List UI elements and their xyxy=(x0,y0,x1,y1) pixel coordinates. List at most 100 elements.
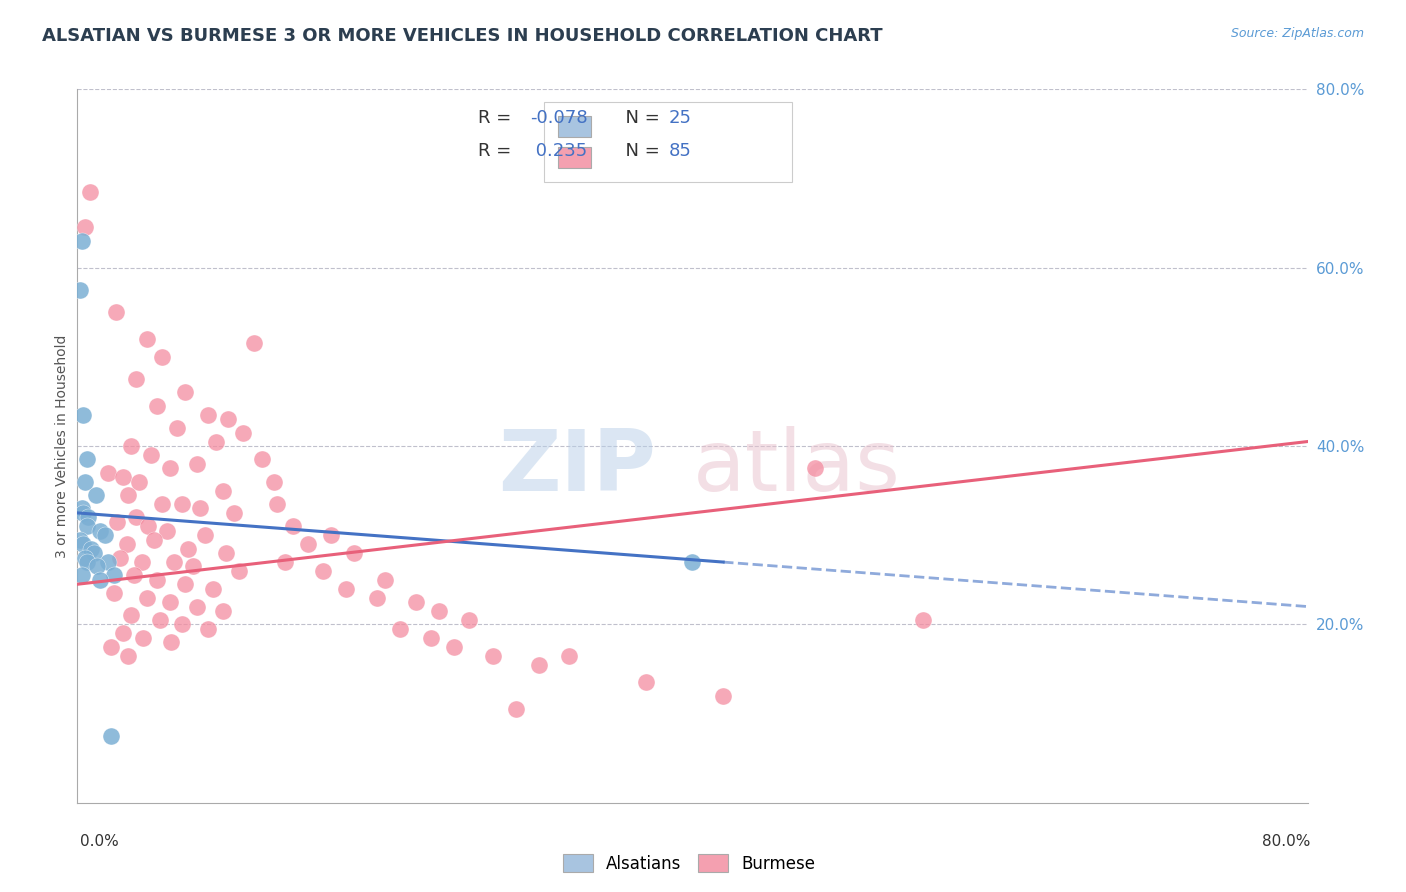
Point xyxy=(212,483,235,498)
Point xyxy=(505,702,527,716)
Point xyxy=(73,475,96,489)
Text: ALSATIAN VS BURMESE 3 OR MORE VEHICLES IN HOUSEHOLD CORRELATION CHART: ALSATIAN VS BURMESE 3 OR MORE VEHICLES I… xyxy=(42,27,883,45)
Point xyxy=(405,595,427,609)
Point xyxy=(155,524,177,538)
Point xyxy=(374,573,396,587)
Point xyxy=(125,510,148,524)
Legend:                               ,                               : , xyxy=(544,102,792,182)
Point xyxy=(72,506,94,520)
Point xyxy=(366,591,388,605)
Point xyxy=(159,595,181,609)
Point xyxy=(217,412,239,426)
Text: R =: R = xyxy=(478,109,517,127)
Point xyxy=(160,635,183,649)
Point xyxy=(527,657,550,672)
Point xyxy=(150,497,173,511)
Point xyxy=(297,537,319,551)
Point xyxy=(343,546,366,560)
Point xyxy=(122,568,145,582)
Point xyxy=(197,622,219,636)
Point xyxy=(89,524,111,538)
Text: Source: ZipAtlas.com: Source: ZipAtlas.com xyxy=(1230,27,1364,40)
Text: 80.0%: 80.0% xyxy=(1263,834,1310,849)
Legend: Alsatians, Burmese: Alsatians, Burmese xyxy=(555,847,823,880)
Point xyxy=(170,617,193,632)
Point xyxy=(112,626,135,640)
Point xyxy=(73,220,96,235)
Point xyxy=(146,399,169,413)
Point xyxy=(312,564,335,578)
Point xyxy=(250,452,273,467)
Point xyxy=(94,528,117,542)
Point xyxy=(104,305,127,319)
Text: 85: 85 xyxy=(669,143,692,161)
Text: atlas: atlas xyxy=(693,425,900,509)
Point xyxy=(146,573,169,587)
Point xyxy=(263,475,285,489)
Point xyxy=(243,336,266,351)
Point xyxy=(682,555,704,569)
Point xyxy=(174,577,197,591)
Point xyxy=(420,631,443,645)
Point xyxy=(103,586,125,600)
Point xyxy=(150,350,173,364)
Point xyxy=(120,439,142,453)
Text: -0.078: -0.078 xyxy=(530,109,588,127)
Point xyxy=(70,501,93,516)
Point xyxy=(76,519,98,533)
Point xyxy=(166,421,188,435)
Point xyxy=(912,613,935,627)
Point xyxy=(228,564,250,578)
Text: N =: N = xyxy=(614,109,665,127)
Point xyxy=(201,582,224,596)
Point xyxy=(117,648,139,663)
Point xyxy=(69,533,91,547)
Point xyxy=(76,452,98,467)
Point xyxy=(281,519,304,533)
Point xyxy=(70,234,93,248)
Point xyxy=(159,461,181,475)
Point xyxy=(212,604,235,618)
Point xyxy=(149,613,172,627)
Point xyxy=(181,559,204,574)
Point xyxy=(335,582,357,596)
Point xyxy=(186,599,208,614)
Point xyxy=(125,372,148,386)
Point xyxy=(72,537,94,551)
Point xyxy=(135,591,157,605)
Point xyxy=(115,537,138,551)
Point xyxy=(558,648,581,663)
Point xyxy=(105,515,128,529)
Text: 25: 25 xyxy=(669,109,692,127)
Point xyxy=(141,448,163,462)
Point xyxy=(389,622,412,636)
Point xyxy=(103,568,125,582)
Point xyxy=(73,550,96,565)
Point xyxy=(443,640,465,654)
Text: 0.235: 0.235 xyxy=(530,143,588,161)
Text: R =: R = xyxy=(478,143,517,161)
Point xyxy=(427,604,450,618)
Text: N =: N = xyxy=(614,143,665,161)
Point xyxy=(186,457,208,471)
Point xyxy=(72,408,94,422)
Point xyxy=(224,506,246,520)
Point xyxy=(232,425,254,440)
Point xyxy=(131,555,153,569)
Point xyxy=(128,475,150,489)
Point xyxy=(266,497,288,511)
Point xyxy=(86,559,108,574)
Point xyxy=(274,555,297,569)
Point xyxy=(132,631,155,645)
Y-axis label: 3 or more Vehicles in Household: 3 or more Vehicles in Household xyxy=(55,334,69,558)
Point xyxy=(112,470,135,484)
Point xyxy=(143,533,166,547)
Point xyxy=(136,519,159,533)
Point xyxy=(194,528,217,542)
Text: 0.0%: 0.0% xyxy=(80,834,120,849)
Point xyxy=(70,568,93,582)
Point xyxy=(89,573,111,587)
Point xyxy=(190,501,212,516)
Point xyxy=(120,608,142,623)
Point xyxy=(163,555,186,569)
